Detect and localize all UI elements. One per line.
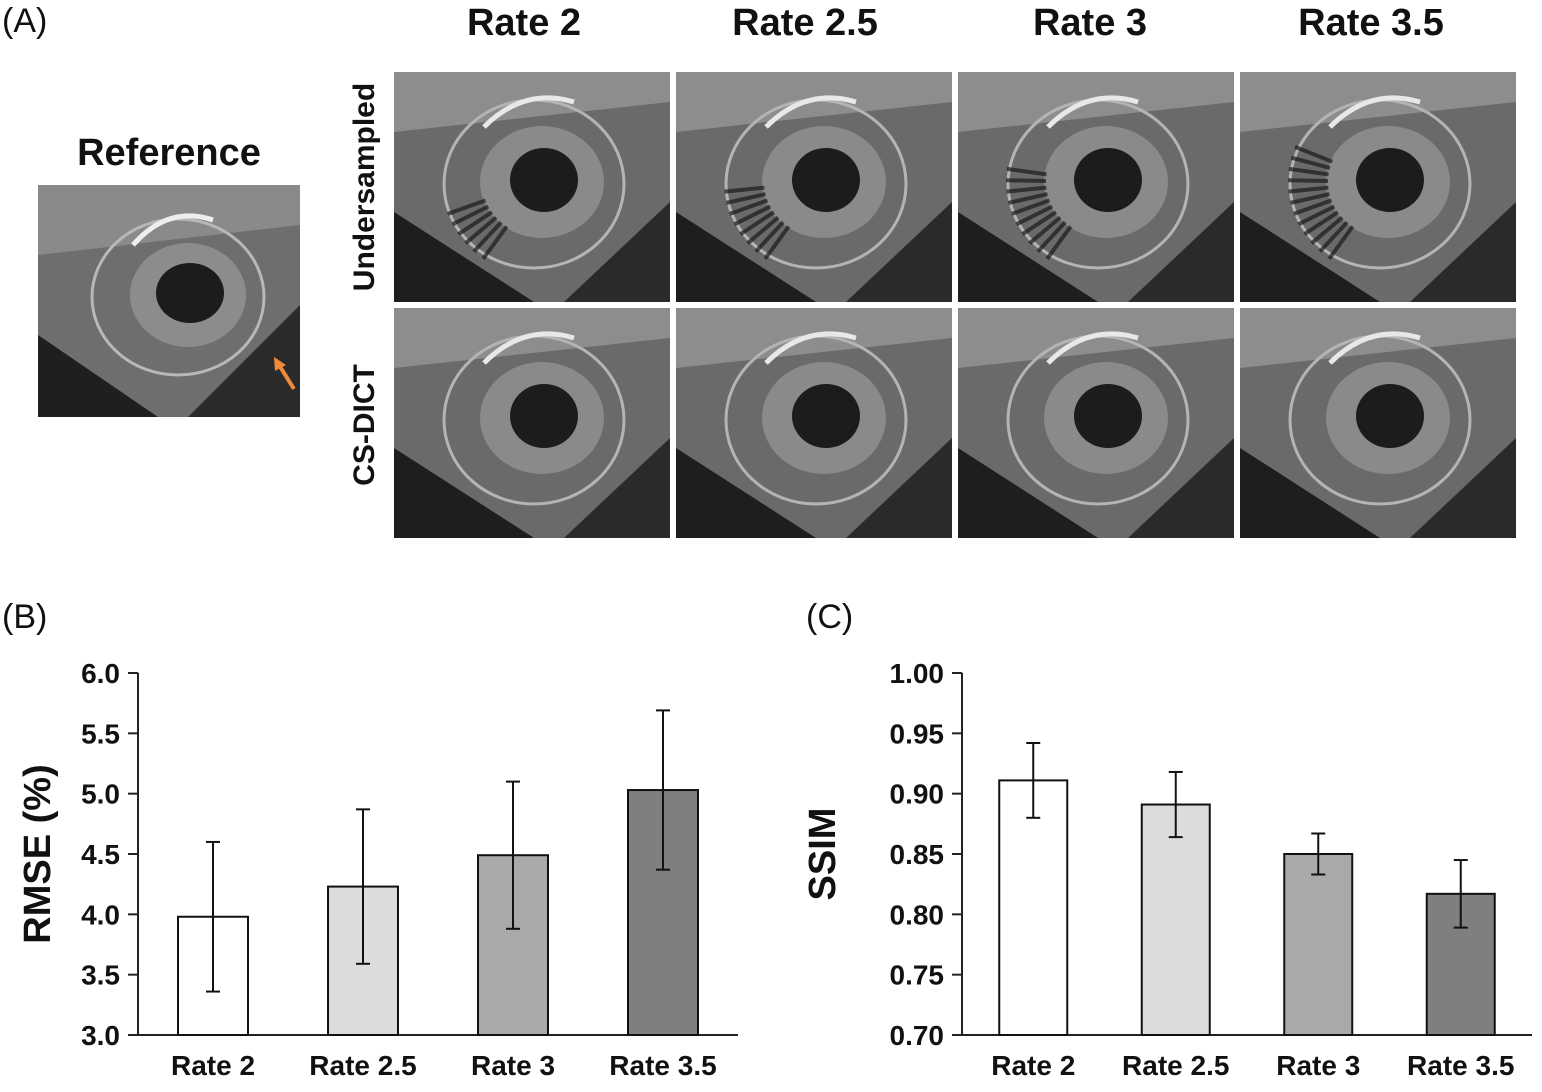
- y-tick-label: 3.0: [81, 1020, 120, 1051]
- mri-tile: [394, 72, 670, 302]
- y-tick-label: 5.0: [81, 779, 120, 810]
- y-tick-label: 4.0: [81, 899, 120, 930]
- mri-tile: [394, 308, 670, 538]
- y-tick-label: 5.5: [81, 718, 120, 749]
- bar: [1140, 803, 1211, 1036]
- panel-label-b: (B): [2, 598, 48, 636]
- grid-separator: [394, 302, 1518, 306]
- mri-tile: [958, 72, 1234, 302]
- x-tick-label: Rate 2.5: [309, 1050, 416, 1081]
- x-tick-label: Rate 3.5: [609, 1050, 716, 1081]
- arrow-line: [277, 363, 296, 391]
- mri-tile-graphic: [394, 308, 670, 538]
- mri-tile: [676, 72, 952, 302]
- mri-tile: [1240, 72, 1516, 302]
- row-header-undersampled: Undersampled: [348, 82, 381, 292]
- reference-mri-graphic: [38, 185, 300, 417]
- x-tick-label: Rate 2: [171, 1050, 255, 1081]
- mri-tile-graphic: [958, 72, 1234, 302]
- mri-tile-graphic: [676, 308, 952, 538]
- column-header-rate-3: Rate 3: [1032, 2, 1148, 44]
- mri-tile-graphic: [394, 72, 670, 302]
- mri-tile-graphic: [676, 72, 952, 302]
- rmse-chart: 3.0 3.5 4.0 4.5 5.0 5.5 6.0 RMSE (%) Rate 2 Rate …: [17, 658, 738, 1081]
- y-tick-label: 4.5: [81, 839, 120, 870]
- column-header-rate-2-5: Rate 2.5: [732, 2, 878, 44]
- panel-label-c: (C): [806, 598, 854, 636]
- column-header-rate-3-5: Rate 3.5: [1298, 2, 1444, 44]
- mri-tile-graphic: [958, 308, 1234, 538]
- mri-tile: [958, 308, 1234, 538]
- mri-tile: [1240, 308, 1516, 538]
- mri-tile-graphic: [1240, 308, 1516, 538]
- y-tick-label: 6.0: [81, 658, 120, 689]
- y-tick-label: 0.85: [890, 839, 945, 870]
- column-header-rate-2: Rate 2: [466, 2, 582, 44]
- y-tick-label: 0.80: [890, 899, 945, 930]
- bar: [1283, 853, 1354, 1036]
- y-tick-label: 0.90: [890, 779, 945, 810]
- y-tick-label: 0.95: [890, 718, 945, 749]
- reference-title: Reference: [77, 132, 261, 174]
- ssim-chart: 0.70 0.75 0.80 0.85 0.90 0.95 1.00 SSIM Rate 2 Ra…: [802, 658, 1532, 1081]
- y-tick-label: 0.75: [890, 960, 945, 991]
- x-tick-label: Rate 2.5: [1122, 1050, 1229, 1081]
- y-tick-label: 3.5: [81, 960, 120, 991]
- x-tick-label: Rate 3: [471, 1050, 555, 1081]
- arrow-icon: [274, 357, 286, 371]
- mri-tile-graphic: [1240, 72, 1516, 302]
- bar: [998, 779, 1069, 1037]
- x-tick-label: Rate 3: [1276, 1050, 1360, 1081]
- bar: [477, 854, 549, 1036]
- mri-tile: [676, 308, 952, 538]
- y-tick-label: 0.70: [890, 1020, 945, 1051]
- panel-label-a: (A): [2, 2, 48, 40]
- reference-mri-image: [38, 185, 300, 417]
- x-tick-label: Rate 3.5: [1407, 1050, 1514, 1081]
- y-tick-label: 1.00: [890, 658, 945, 689]
- y-axis-label: RMSE (%): [17, 764, 59, 943]
- row-header-cs-dict: CS-DICT: [348, 364, 381, 486]
- x-tick-label: Rate 2: [991, 1050, 1075, 1081]
- y-axis-label: SSIM: [802, 808, 844, 901]
